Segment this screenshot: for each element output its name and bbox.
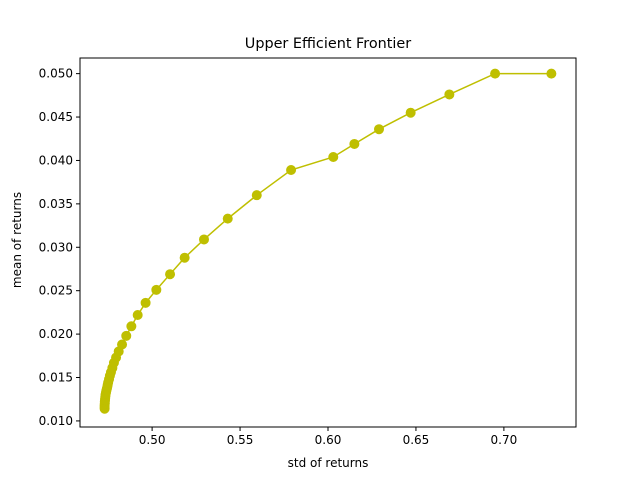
data-point: [126, 321, 137, 332]
y-axis-ticks: 0.010 0.015 0.020 0.025 0.030 0.035 0.040 0.045…: [39, 67, 80, 428]
data-point: [140, 297, 151, 308]
x-axis-ticks: 0.50 0.55 0.60 0.65 0.70: [139, 427, 517, 447]
plot-area: 0.50 0.55 0.60 0.65 0.70 0.010 0.015 0.020 0.02…: [39, 57, 577, 447]
chart-title: Upper Efficient Frontier: [245, 36, 412, 52]
data-point: [165, 269, 176, 280]
y-tick-label: 0.040: [39, 153, 73, 167]
x-tick-label: 0.55: [227, 433, 254, 447]
y-tick-label: 0.015: [39, 371, 73, 385]
data-point: [251, 190, 262, 201]
y-tick-label: 0.035: [39, 197, 73, 211]
y-axis-label: mean of returns: [10, 192, 24, 288]
data-point: [444, 89, 455, 100]
data-point: [405, 107, 416, 118]
y-tick-label: 0.050: [39, 67, 73, 81]
data-point: [328, 151, 339, 162]
data-point: [199, 234, 209, 245]
y-tick-label: 0.020: [39, 327, 73, 341]
data-point: [286, 165, 297, 176]
axes-frame: [79, 57, 577, 428]
data-point: [117, 339, 128, 350]
x-tick-label: 0.60: [315, 433, 342, 447]
y-tick-label: 0.025: [39, 284, 73, 298]
y-tick-label: 0.010: [39, 414, 73, 428]
x-tick-label: 0.65: [403, 433, 430, 447]
data-point: [546, 68, 557, 79]
data-point: [179, 252, 190, 263]
x-tick-label: 0.70: [491, 433, 518, 447]
data-point: [121, 330, 132, 341]
data-point: [132, 309, 143, 320]
y-tick-label: 0.030: [39, 240, 73, 254]
x-tick-label: 0.50: [139, 433, 166, 447]
x-axis-label: std of returns: [288, 456, 369, 470]
data-point: [151, 284, 162, 295]
series-layer: [99, 68, 557, 414]
data-point: [490, 68, 501, 79]
data-point: [222, 213, 233, 224]
data-point: [374, 124, 385, 135]
y-tick-label: 0.045: [39, 110, 73, 124]
data-point: [349, 138, 360, 149]
